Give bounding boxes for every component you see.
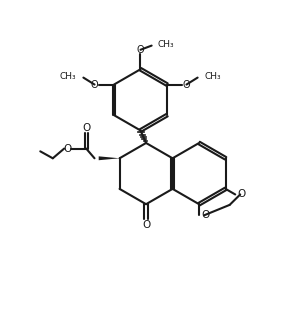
Text: CH₃: CH₃ bbox=[205, 72, 221, 81]
Text: O: O bbox=[82, 123, 90, 133]
Text: O: O bbox=[137, 45, 144, 55]
Text: O: O bbox=[91, 80, 98, 90]
Text: CH₃: CH₃ bbox=[158, 40, 175, 49]
Text: O: O bbox=[183, 80, 190, 90]
Text: CH₃: CH₃ bbox=[60, 72, 76, 81]
Text: O: O bbox=[237, 189, 246, 199]
Text: O: O bbox=[64, 144, 72, 154]
Text: O: O bbox=[201, 210, 210, 220]
Polygon shape bbox=[99, 156, 119, 160]
Text: O: O bbox=[142, 220, 150, 230]
